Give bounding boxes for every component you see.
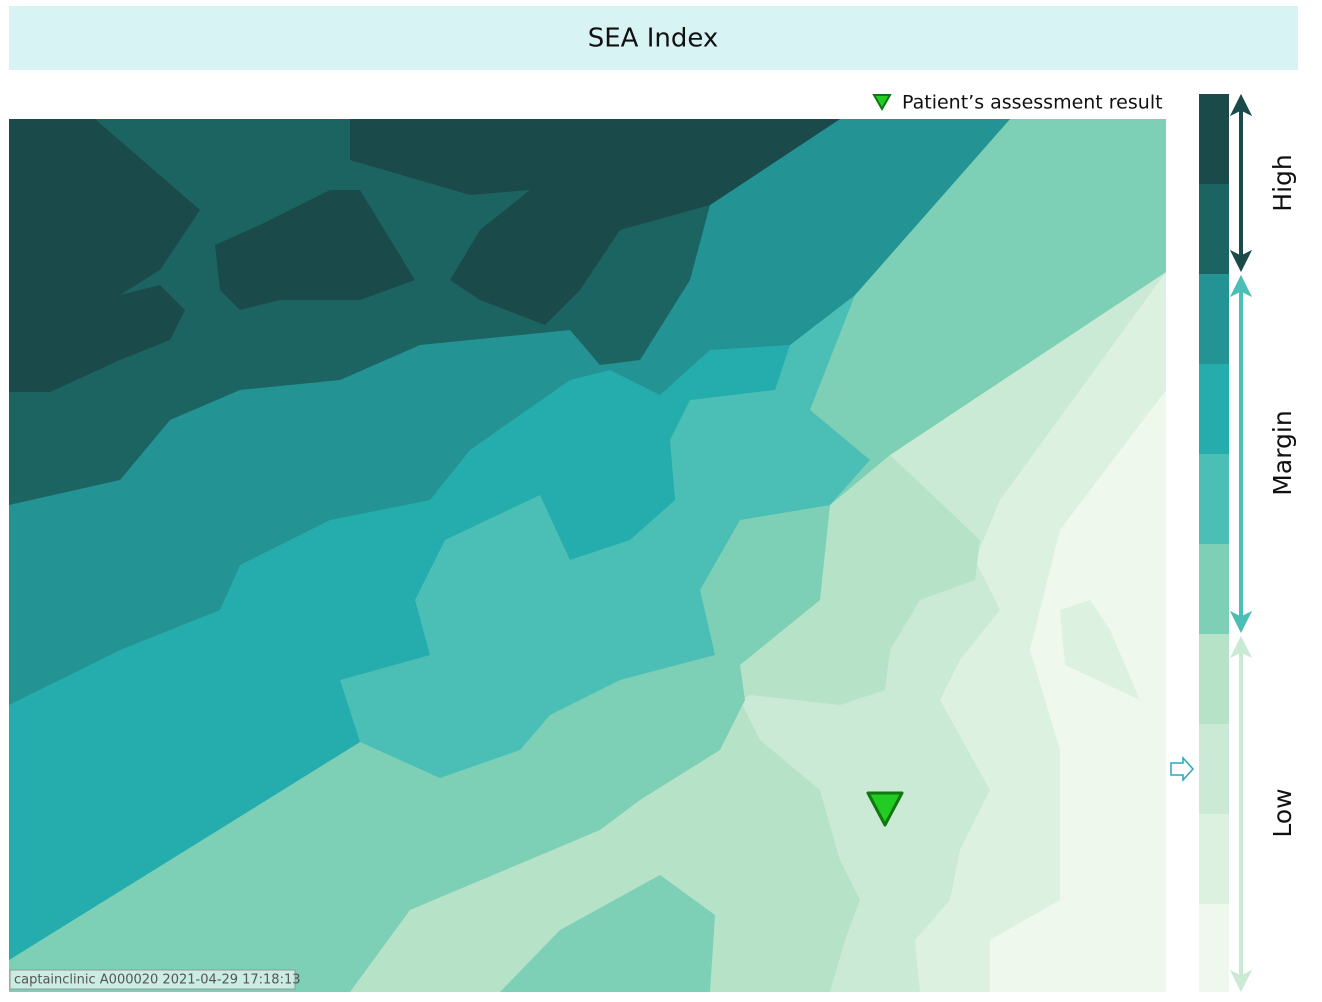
stamp-box [9,969,296,990]
legend: Patient’s assessment result [872,92,1163,114]
legend-marker [872,94,892,112]
scale-label: High [1268,154,1297,211]
scale-band [1199,904,1229,992]
scale-band [1199,814,1229,904]
scale-band [1199,364,1229,454]
scale-band [1199,634,1229,724]
map: captainclinic A000020 2021-04-29 17:18:1… [9,119,1166,992]
scale-band [1199,94,1229,184]
range-arrow [1229,93,1253,273]
level-pointer [1170,756,1195,782]
title-bar [9,6,1298,70]
scale-band [1199,724,1229,814]
region [1060,600,1140,700]
scale-band [1199,544,1229,634]
scale-band [1199,454,1229,544]
range-arrow [1229,274,1253,634]
region [500,875,715,992]
range-arrow [1229,635,1253,993]
scale-label: Margin [1268,410,1297,495]
region [9,119,200,295]
stamp: captainclinic A000020 2021-04-29 17:18:1… [14,973,301,988]
scale-band [1199,184,1229,274]
scale-band [1199,274,1229,364]
patient-marker [866,791,904,827]
region [9,280,185,392]
region [215,190,415,310]
scale-label: Low [1268,788,1297,837]
legend-label: Patient’s assessment result [902,92,1163,114]
region [350,119,840,325]
scale: High Margin Low [1199,93,1297,993]
title: SEA Index [588,24,719,54]
